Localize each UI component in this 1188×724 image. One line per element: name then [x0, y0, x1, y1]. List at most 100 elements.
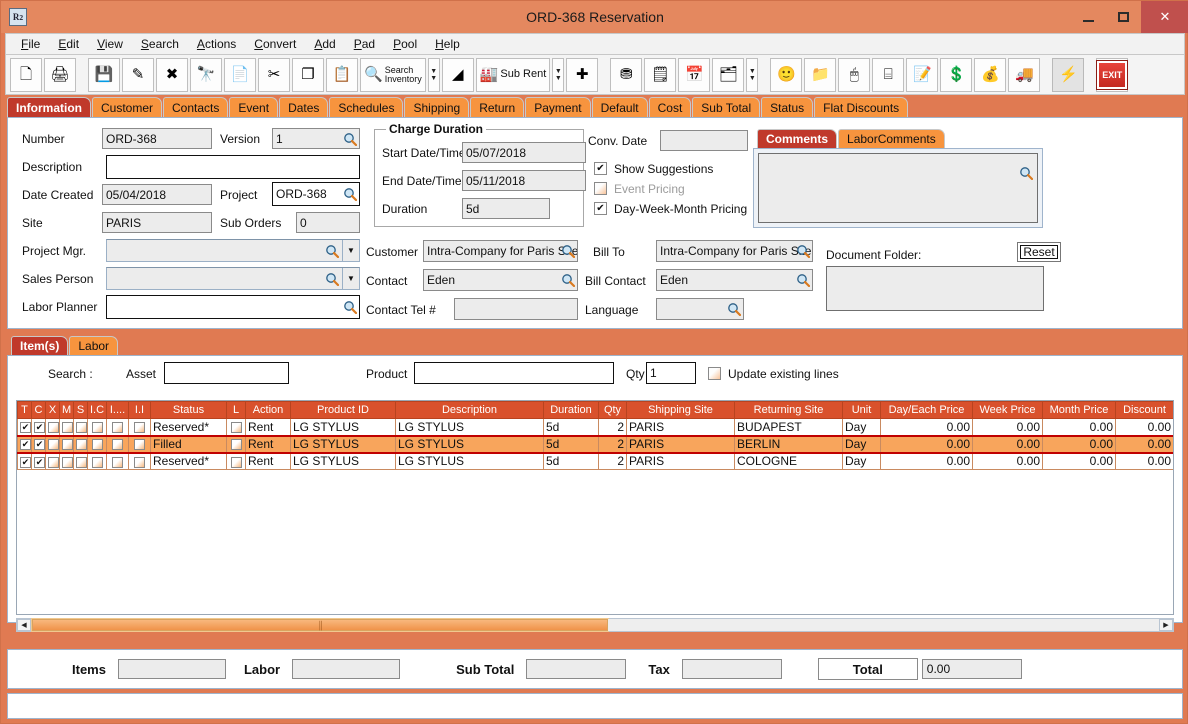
scroll-left-arrow[interactable]: ◀ — [17, 619, 31, 631]
search-icon[interactable] — [343, 187, 357, 201]
project-field[interactable]: ORD-368 — [272, 182, 360, 206]
col-header-c[interactable]: C — [31, 401, 46, 419]
cell-day_price[interactable]: 0.00 — [880, 434, 973, 454]
toolbar-dropdown-arrow[interactable]: ▼ ▼ — [552, 57, 565, 92]
search-icon[interactable] — [796, 273, 810, 287]
cell-month_price[interactable]: 0.00 — [1042, 434, 1116, 454]
cell-t[interactable]: ✔ — [17, 434, 32, 454]
tab-return[interactable]: Return — [470, 97, 525, 117]
toolbar-dropdown-arrow[interactable]: ▼ ▼ — [746, 57, 759, 92]
col-header-shipping_site[interactable]: Shipping Site — [626, 401, 735, 419]
menu-item-file[interactable]: File — [21, 37, 41, 51]
start-date-field[interactable]: 05/07/2018 — [462, 142, 586, 163]
paste-icon[interactable]: 📋 — [326, 57, 358, 92]
duration-field[interactable]: 5d — [462, 198, 550, 219]
money-fast-icon[interactable]: 💲 — [940, 57, 973, 92]
cell-description[interactable]: LG STYLUS — [395, 418, 544, 436]
contact-field[interactable]: Eden — [423, 269, 578, 291]
cell-unit[interactable]: Day — [842, 452, 881, 470]
tab-information[interactable]: Information — [7, 97, 91, 117]
smiley-icon[interactable]: 🙂 — [770, 57, 803, 92]
cell-returning_site[interactable]: BUDAPEST — [734, 418, 843, 436]
tab-flat-discounts[interactable]: Flat Discounts — [814, 97, 909, 117]
row-checkbox-t[interactable]: ✔ — [20, 439, 31, 451]
row-checkbox-m[interactable] — [62, 439, 73, 451]
cell-discount[interactable]: 0.00 — [1115, 452, 1173, 470]
row-checkbox-ic[interactable] — [91, 439, 103, 451]
col-header-x[interactable]: X — [45, 401, 60, 419]
search-icon[interactable] — [1019, 166, 1033, 180]
col-header-product_id[interactable]: Product ID — [290, 401, 396, 419]
delete-x-icon[interactable]: ✖ — [156, 57, 188, 92]
col-header-month_price[interactable]: Month Price — [1042, 401, 1116, 419]
cell-description[interactable]: LG STYLUS — [395, 452, 544, 470]
cell-l[interactable] — [226, 452, 246, 470]
cell-action[interactable]: Rent — [245, 418, 291, 436]
cell-qty[interactable]: 2 — [598, 452, 627, 470]
cell-week_price[interactable]: 0.00 — [972, 434, 1043, 454]
cell-action[interactable]: Rent — [245, 434, 291, 454]
cell-m[interactable] — [59, 452, 74, 470]
chevron-down-icon[interactable]: ▼ — [342, 240, 359, 261]
col-header-description[interactable]: Description — [395, 401, 544, 419]
date-created-field[interactable]: 05/04/2018 — [102, 184, 212, 205]
cell-day_price[interactable]: 0.00 — [880, 452, 973, 470]
row-checkbox-x[interactable] — [48, 422, 59, 434]
row-checkbox-s[interactable] — [76, 439, 87, 451]
row-checkbox-ii[interactable] — [134, 422, 145, 434]
menu-item-pad[interactable]: Pad — [353, 37, 376, 51]
menu-item-edit[interactable]: Edit — [58, 37, 80, 51]
menu-item-view[interactable]: View — [97, 37, 123, 51]
bill-to-field[interactable]: Intra-Company for Paris Site — [656, 240, 813, 262]
cell-m[interactable] — [59, 418, 74, 436]
cell-returning_site[interactable]: BERLIN — [734, 434, 843, 454]
search-inventory-button[interactable]: 🔍 Search Inventory — [360, 57, 426, 92]
cell-duration[interactable]: 5d — [543, 434, 599, 454]
cell-c[interactable]: ✔ — [31, 418, 46, 436]
end-date-field[interactable]: 05/11/2018 — [462, 170, 586, 191]
cell-status[interactable]: Filled — [150, 434, 227, 454]
invoice-money-icon[interactable]: 💰 — [974, 57, 1007, 92]
cell-l[interactable] — [226, 434, 246, 454]
col-header-net_b[interactable]: Net B — [1174, 402, 1175, 419]
row-checkbox-x[interactable] — [48, 439, 59, 451]
labor-planner-field[interactable] — [106, 295, 360, 319]
dwm-pricing-checkbox[interactable]: ✔ — [594, 202, 607, 215]
search-icon[interactable] — [561, 244, 575, 258]
col-header-returning_site[interactable]: Returning Site — [734, 401, 843, 419]
tab-status[interactable]: Status — [761, 97, 814, 117]
col-header-l[interactable]: L — [226, 401, 246, 419]
cell-shipping_site[interactable]: PARIS — [626, 434, 735, 454]
customer-field[interactable]: Intra-Company for Paris Site — [423, 240, 578, 262]
row-checkbox-x[interactable] — [48, 456, 59, 468]
items-tab-item-s-[interactable]: Item(s) — [11, 336, 69, 355]
chevron-down-icon[interactable]: ▼ — [342, 268, 359, 289]
exit-button[interactable]: EXIT — [1096, 57, 1129, 92]
cell-net_b[interactable] — [1174, 436, 1175, 453]
document-arrow-icon[interactable]: 📄 — [224, 57, 256, 92]
notes-pencil-icon[interactable]: 🗒 — [644, 57, 677, 92]
cell-discount[interactable]: 0.00 — [1115, 418, 1173, 436]
description-field[interactable] — [106, 155, 360, 179]
tab-customer[interactable]: Customer — [92, 97, 163, 117]
calendar-icon[interactable]: 📅 — [678, 57, 711, 92]
new-document-icon[interactable]: 🗋 — [10, 57, 42, 92]
row-checkbox-c[interactable]: ✔ — [34, 456, 45, 468]
cell-unit[interactable]: Day — [842, 418, 881, 436]
search-icon[interactable] — [325, 272, 339, 286]
cell-net_b[interactable] — [1174, 453, 1175, 470]
cell-x[interactable] — [45, 418, 60, 436]
event-pricing-checkbox[interactable] — [594, 182, 607, 195]
cell-net_b[interactable] — [1174, 419, 1175, 436]
row-checkbox-i2[interactable] — [112, 456, 123, 468]
sub-orders-field[interactable]: 0 — [296, 212, 360, 233]
reports-icon[interactable]: 🗂 — [712, 57, 745, 92]
table-row[interactable]: ✔ ✔ Filled Rent LG STYLUS LG STYLUS 5d 2 PARIS BE… — [17, 434, 1175, 454]
cell-qty[interactable]: 2 — [598, 418, 627, 436]
col-header-t[interactable]: T — [17, 401, 32, 419]
scroll-right-arrow[interactable]: ▶ — [1159, 619, 1173, 631]
col-header-week_price[interactable]: Week Price — [972, 401, 1043, 419]
language-field[interactable] — [656, 298, 744, 320]
cell-unit[interactable]: Day — [842, 434, 881, 454]
save-icon[interactable]: 💾 — [88, 57, 120, 92]
